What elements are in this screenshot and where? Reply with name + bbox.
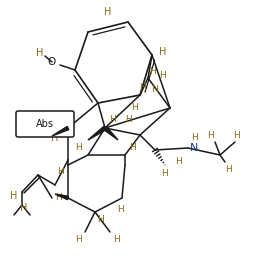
Text: H: H (234, 130, 241, 140)
Text: H: H (20, 203, 28, 213)
Text: H: H (149, 68, 155, 76)
Text: H: H (113, 235, 119, 245)
Polygon shape (52, 126, 69, 136)
Text: H: H (104, 7, 112, 17)
Text: H: H (97, 215, 103, 225)
Text: H: H (160, 70, 166, 80)
Text: H: H (125, 115, 131, 125)
Text: H: H (75, 235, 81, 245)
Text: O: O (48, 57, 56, 67)
Text: H: H (207, 130, 213, 140)
Text: Abs: Abs (36, 119, 54, 129)
Text: H: H (109, 115, 115, 125)
Text: H: H (225, 165, 231, 175)
Text: H: H (152, 86, 158, 94)
Text: H: H (140, 83, 146, 93)
Text: H: H (175, 158, 181, 167)
Text: H: H (162, 168, 168, 178)
Polygon shape (88, 126, 106, 140)
Text: H: H (75, 143, 81, 153)
Text: H: H (117, 206, 124, 214)
Text: H: H (36, 48, 44, 58)
Text: H: H (51, 133, 59, 143)
Text: H: H (192, 133, 198, 143)
Text: H: H (159, 47, 167, 57)
Text: H: H (132, 104, 138, 112)
FancyBboxPatch shape (16, 111, 74, 137)
Text: H: H (10, 191, 18, 201)
Polygon shape (104, 126, 118, 140)
Text: H: H (57, 168, 63, 176)
Text: H: H (129, 143, 135, 153)
Text: N: N (190, 143, 198, 153)
Text: H: H (55, 193, 61, 203)
Polygon shape (55, 194, 69, 200)
